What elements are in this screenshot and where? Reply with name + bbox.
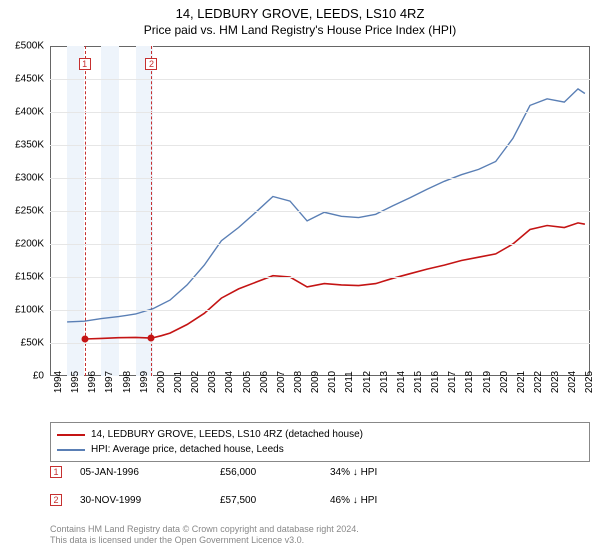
xtick-label: 2010	[327, 371, 338, 393]
sale-row: 1 05-JAN-1996 £56,000 34% ↓ HPI	[50, 466, 590, 478]
xtick-label: 2022	[533, 371, 544, 393]
footer-attribution: Contains HM Land Registry data © Crown c…	[50, 524, 590, 547]
xtick-label: 1996	[87, 371, 98, 393]
xtick-label: 2009	[310, 371, 321, 393]
title-subtitle: Price paid vs. HM Land Registry's House …	[0, 23, 600, 37]
ytick-label: £350K	[0, 140, 44, 151]
xtick-label: 2019	[482, 371, 493, 393]
series-line-hpi	[67, 89, 585, 322]
footer-line: This data is licensed under the Open Gov…	[50, 535, 590, 546]
ytick-label: £500K	[0, 41, 44, 52]
xtick-label: 2020	[499, 371, 510, 393]
sale-price: £57,500	[220, 495, 330, 506]
title-address: 14, LEDBURY GROVE, LEEDS, LS10 4RZ	[0, 6, 600, 21]
xtick-label: 2025	[584, 371, 595, 393]
xtick-label: 2007	[276, 371, 287, 393]
series-marker	[81, 336, 88, 343]
footer-line: Contains HM Land Registry data © Crown c…	[50, 524, 590, 535]
xtick-label: 2023	[550, 371, 561, 393]
sale-hpi-delta: 46% ↓ HPI	[330, 495, 440, 506]
sale-marker-box: 1	[50, 466, 62, 478]
xtick-label: 1999	[139, 371, 150, 393]
legend-swatch	[57, 434, 85, 436]
ytick-label: £400K	[0, 107, 44, 118]
xtick-label: 2001	[173, 371, 184, 393]
xtick-label: 2005	[242, 371, 253, 393]
xtick-label: 2016	[430, 371, 441, 393]
gridline	[50, 178, 590, 179]
xtick-label: 2004	[224, 371, 235, 393]
xtick-label: 2014	[396, 371, 407, 393]
ytick-label: £0	[0, 371, 44, 382]
gridline	[50, 79, 590, 80]
sale-hpi-delta: 34% ↓ HPI	[330, 467, 440, 478]
xtick-label: 2002	[190, 371, 201, 393]
legend-swatch	[57, 449, 85, 451]
xtick-label: 2012	[362, 371, 373, 393]
gridline	[50, 277, 590, 278]
gridline	[50, 244, 590, 245]
xtick-label: 1995	[70, 371, 81, 393]
ytick-label: £100K	[0, 305, 44, 316]
gridline	[50, 145, 590, 146]
sale-marker-box: 2	[50, 494, 62, 506]
ytick-label: £300K	[0, 173, 44, 184]
sale-date: 30-NOV-1999	[80, 495, 220, 506]
xtick-label: 2021	[516, 371, 527, 393]
gridline	[50, 310, 590, 311]
xtick-label: 2017	[447, 371, 458, 393]
xtick-label: 1997	[104, 371, 115, 393]
gridline	[50, 112, 590, 113]
gridline	[50, 343, 590, 344]
gridline	[50, 211, 590, 212]
sale-date: 05-JAN-1996	[80, 467, 220, 478]
ytick-label: £150K	[0, 272, 44, 283]
xtick-label: 1998	[122, 371, 133, 393]
series-line-price_paid	[85, 223, 585, 339]
sale-price: £56,000	[220, 467, 330, 478]
xtick-label: 2006	[259, 371, 270, 393]
xtick-label: 2018	[464, 371, 475, 393]
xtick-label: 2024	[567, 371, 578, 393]
xtick-label: 2003	[207, 371, 218, 393]
chart-area: 12 £0£50K£100K£150K£200K£250K£300K£350K£…	[50, 46, 590, 376]
xtick-label: 2000	[156, 371, 167, 393]
legend-item: HPI: Average price, detached house, Leed…	[57, 442, 583, 457]
ytick-label: £50K	[0, 338, 44, 349]
xtick-label: 2011	[344, 371, 355, 393]
sale-row: 2 30-NOV-1999 £57,500 46% ↓ HPI	[50, 494, 590, 506]
title-block: 14, LEDBURY GROVE, LEEDS, LS10 4RZ Price…	[0, 0, 600, 37]
chart-container: 14, LEDBURY GROVE, LEEDS, LS10 4RZ Price…	[0, 0, 600, 560]
legend-label: HPI: Average price, detached house, Leed…	[91, 444, 284, 455]
xtick-label: 2013	[379, 371, 390, 393]
xtick-label: 1994	[53, 371, 64, 393]
series-marker	[148, 335, 155, 342]
ytick-label: £200K	[0, 239, 44, 250]
legend: 14, LEDBURY GROVE, LEEDS, LS10 4RZ (deta…	[50, 422, 590, 462]
legend-label: 14, LEDBURY GROVE, LEEDS, LS10 4RZ (deta…	[91, 429, 363, 440]
xtick-label: 2015	[413, 371, 424, 393]
ytick-label: £450K	[0, 74, 44, 85]
xtick-label: 2008	[293, 371, 304, 393]
ytick-label: £250K	[0, 206, 44, 217]
legend-item: 14, LEDBURY GROVE, LEEDS, LS10 4RZ (deta…	[57, 427, 583, 442]
